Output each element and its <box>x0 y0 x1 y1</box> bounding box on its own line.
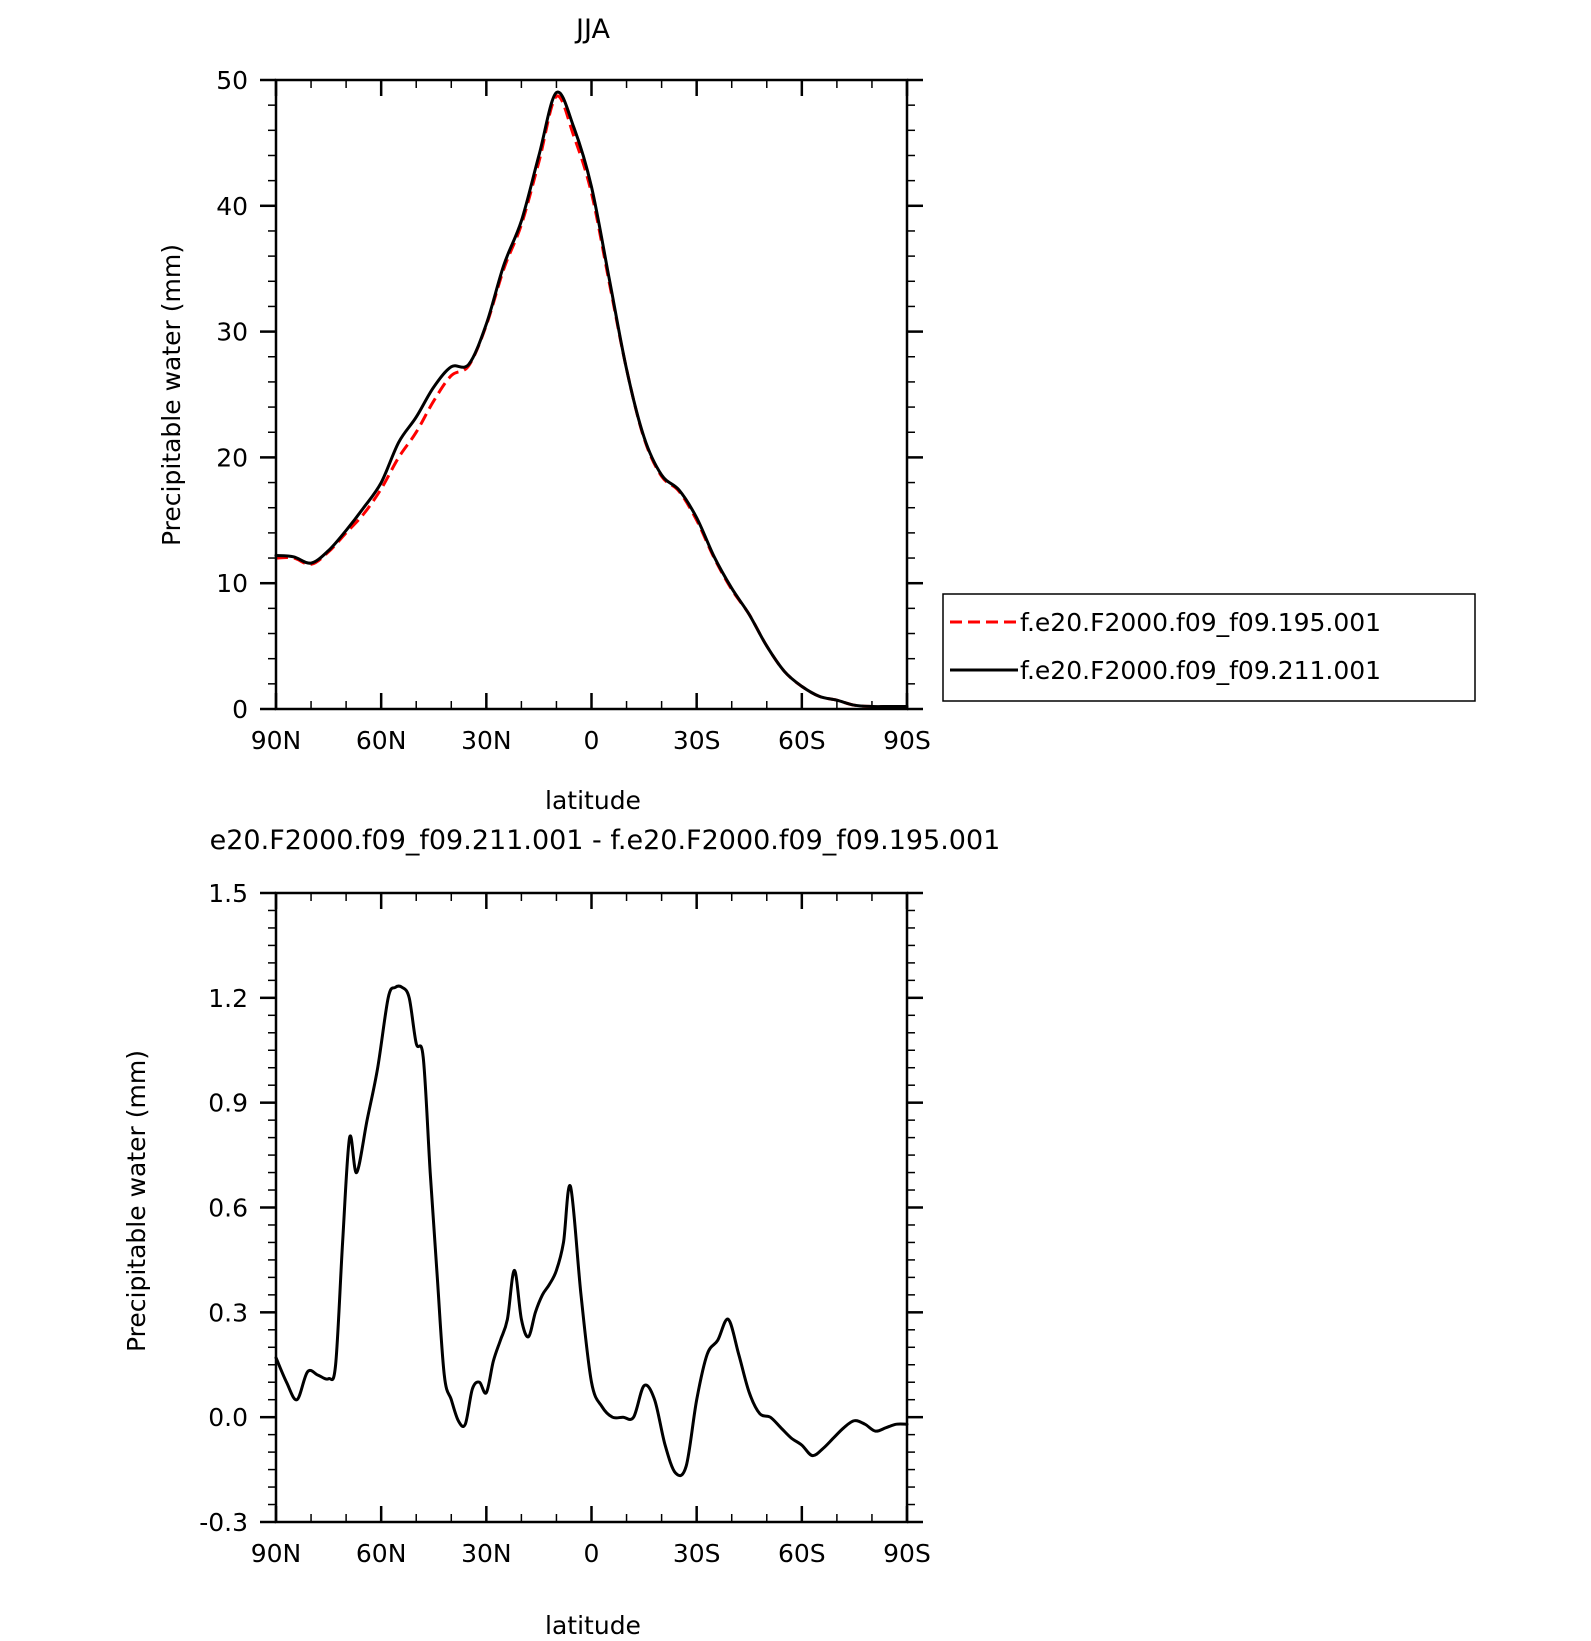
x-tick-label: 90S <box>883 1539 931 1568</box>
legend-box <box>942 593 1476 702</box>
y-tick-label: 10 <box>216 569 248 598</box>
x-axis-label: latitude <box>545 786 641 815</box>
y-axis-label: Precipitable water (mm) <box>157 244 186 546</box>
y-tick-label: 0.3 <box>208 1298 248 1327</box>
x-tick-label: 30S <box>673 1539 721 1568</box>
plot-curves <box>274 90 909 709</box>
y-tick-label: 50 <box>216 66 248 95</box>
chart-top-panel: JJA 90N 60N 30N 0 30S 60S 90S 0 10 20 30 40 50 lati… <box>157 14 931 815</box>
y-tick-labels: 0 10 20 30 40 50 <box>216 66 248 724</box>
x-tick-label: 60S <box>778 1539 826 1568</box>
x-tick-label: 30N <box>461 1539 512 1568</box>
x-tick-label: 30N <box>461 726 512 755</box>
y-tick-label: -0.3 <box>199 1508 248 1537</box>
legend: f.e20.F2000.f09_f09.195.001 f.e20.F2000.… <box>942 593 1476 702</box>
chart-title: e20.F2000.f09_f09.211.001 - f.e20.F2000.… <box>210 825 1001 856</box>
x-tick-labels: 90N 60N 30N 0 30S 60S 90S <box>251 1539 931 1568</box>
series-line-1-0 <box>274 984 909 1478</box>
x-tick-label: 0 <box>584 726 600 755</box>
chart-bottom-panel: e20.F2000.f09_f09.211.001 - f.e20.F2000.… <box>122 825 1000 1640</box>
y-tick-label: 0 <box>232 695 248 724</box>
series-line-0-1 <box>274 90 909 709</box>
y-tick-label: 20 <box>216 443 248 472</box>
x-tick-label: 60S <box>778 726 826 755</box>
x-tick-label: 0 <box>584 1539 600 1568</box>
x-axis-label: latitude <box>545 1611 641 1640</box>
x-tick-labels: 90N 60N 30N 0 30S 60S 90S <box>251 726 931 755</box>
plot-curves <box>274 984 909 1478</box>
y-tick-labels: -0.3 0.0 0.3 0.6 0.9 1.2 1.5 <box>199 879 248 1537</box>
y-tick-label: 0.0 <box>208 1403 248 1432</box>
legend-label-195: f.e20.F2000.f09_f09.195.001 <box>1020 608 1381 637</box>
x-tick-label: 60N <box>356 1539 407 1568</box>
y-tick-label: 30 <box>216 318 248 347</box>
y-tick-label: 1.2 <box>208 984 248 1013</box>
x-tick-label: 90S <box>883 726 931 755</box>
axis-ticks <box>260 891 923 1524</box>
x-tick-label: 90N <box>251 726 302 755</box>
chart-title: JJA <box>574 14 610 45</box>
axis-ticks <box>260 78 923 711</box>
y-axis-label: Precipitable water (mm) <box>122 1050 151 1352</box>
y-tick-label: 1.5 <box>208 879 248 908</box>
x-tick-label: 30S <box>673 726 721 755</box>
x-tick-label: 90N <box>251 1539 302 1568</box>
y-tick-label: 0.6 <box>208 1194 248 1223</box>
y-tick-label: 40 <box>216 192 248 221</box>
legend-label-211: f.e20.F2000.f09_f09.211.001 <box>1020 656 1381 685</box>
y-tick-label: 0.9 <box>208 1089 248 1118</box>
x-tick-label: 60N <box>356 726 407 755</box>
